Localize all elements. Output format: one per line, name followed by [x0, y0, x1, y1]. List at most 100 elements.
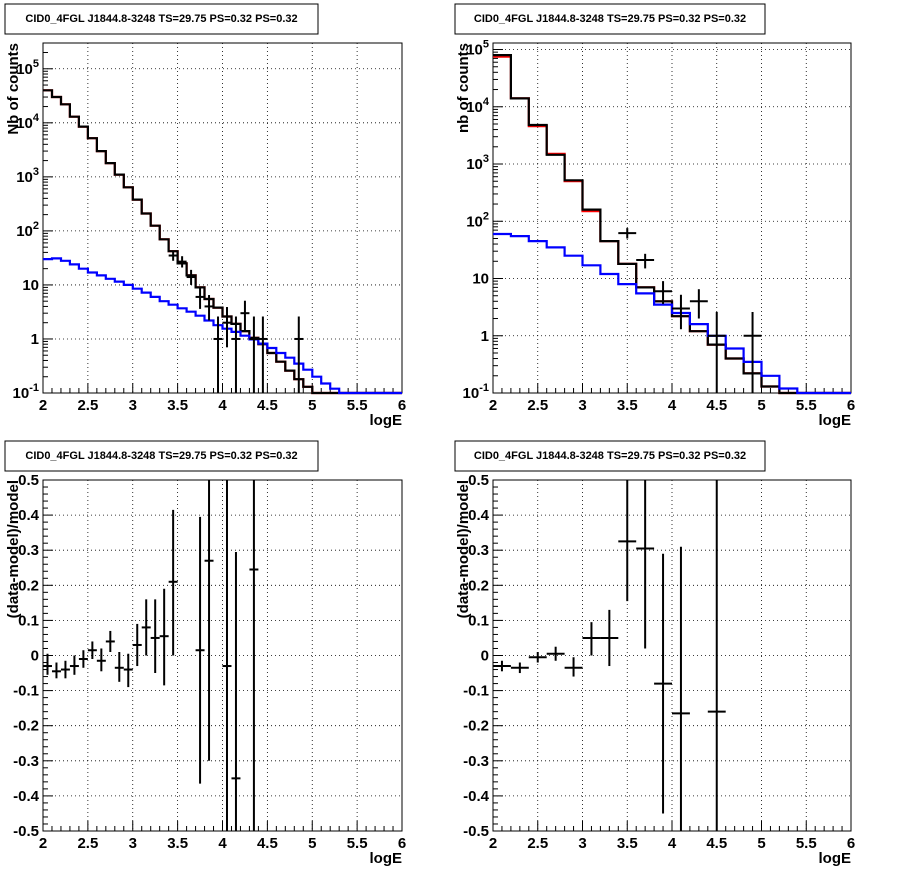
- x-tick-label: 2.5: [77, 397, 98, 414]
- x-tick-label: 5: [757, 835, 765, 852]
- data-point: [204, 480, 214, 761]
- data-point: [249, 316, 259, 393]
- data-point: [204, 295, 214, 321]
- title-box: [454, 440, 766, 472]
- data-point: [564, 657, 583, 677]
- y-tick-label: 1: [481, 328, 489, 345]
- data-point: [240, 300, 250, 332]
- x-tick-label: 4: [218, 397, 227, 414]
- y-tick-label: -0.3: [13, 753, 39, 770]
- data-point: [222, 307, 232, 348]
- chart-title: CID0_4FGL J1844.8-3248 TS=29.75 PS=0.32 …: [25, 13, 297, 25]
- data-point: [672, 546, 690, 831]
- data-point: [618, 480, 637, 602]
- x-axis-label: logE: [819, 850, 852, 867]
- y-axis-label: (data-model)/model: [5, 480, 22, 618]
- histogram-series-line: [493, 54, 851, 395]
- x-tick-label: 3: [129, 835, 137, 852]
- x-tick-label: 3.5: [167, 397, 188, 414]
- y-tick-exponent: 3: [33, 166, 39, 178]
- x-tick-label: 2: [39, 835, 47, 852]
- title-box: [4, 3, 319, 35]
- histogram-series-line: [493, 232, 851, 395]
- x-tick-label: 3.5: [167, 835, 188, 852]
- chart-panel-2: CID0_4FGL J1844.8-3248 TS=29.75 PS=0.32 …: [454, 3, 855, 429]
- data-point: [69, 655, 79, 675]
- y-tick-exponent: 5: [33, 58, 39, 70]
- x-tick-label: 4.5: [257, 835, 278, 852]
- y-tick-label: 0.3: [18, 542, 39, 559]
- data-point: [195, 287, 205, 309]
- x-tick-label: 6: [398, 835, 406, 852]
- chart-panel-3: CID0_4FGL J1844.8-3248 TS=29.75 PS=0.32 …: [4, 440, 406, 867]
- x-axis-label: logE: [370, 850, 403, 867]
- data-point: [78, 650, 88, 668]
- y-tick-label: 102: [16, 220, 39, 240]
- chart-panel-4: CID0_4FGL J1844.8-3248 TS=29.75 PS=0.32 …: [454, 440, 855, 867]
- x-tick-label: 4: [668, 835, 677, 852]
- data-point: [150, 599, 160, 674]
- x-tick-label: 5: [757, 397, 765, 414]
- data-point: [213, 316, 223, 393]
- chart-title: CID0_4FGL J1844.8-3248 TS=29.75 PS=0.32 …: [474, 450, 746, 462]
- data-point: [654, 553, 672, 814]
- x-tick-label: 5: [308, 397, 316, 414]
- y-tick-exponent: 2: [33, 220, 39, 232]
- y-tick-exponent: 5: [483, 39, 489, 51]
- y-tick-label: 0.4: [18, 507, 40, 524]
- data-point: [60, 660, 70, 679]
- y-tick-label: 0.2: [18, 577, 39, 594]
- data-point: [186, 269, 196, 285]
- y-tick-label: 0: [481, 648, 489, 665]
- title-box: [4, 440, 319, 472]
- x-tick-label: 3.5: [617, 835, 638, 852]
- x-tick-label: 2: [489, 835, 497, 852]
- y-tick-label: -0.2: [463, 718, 489, 735]
- chart-panel-1: CID0_4FGL J1844.8-3248 TS=29.75 PS=0.32 …: [4, 3, 406, 429]
- data-point: [159, 588, 169, 686]
- y-tick-exponent: -1: [479, 382, 489, 394]
- data-point: [654, 281, 672, 304]
- y-axis-label: nb of counts: [455, 43, 472, 133]
- x-tick-label: 2.5: [527, 397, 548, 414]
- y-tick-label: 103: [466, 153, 489, 173]
- data-point: [87, 641, 97, 660]
- x-tick-label: 4.5: [257, 397, 278, 414]
- data-point: [231, 551, 241, 831]
- data-point: [294, 316, 304, 393]
- y-tick-label: 102: [466, 210, 489, 230]
- data-point: [528, 651, 547, 663]
- y-tick-label: 0.1: [18, 612, 39, 629]
- y-tick-label: 0.4: [468, 507, 490, 524]
- data-point: [743, 311, 762, 393]
- x-tick-label: 2: [39, 397, 47, 414]
- y-tick-exponent: 3: [483, 153, 489, 165]
- y-tick-label: 103: [16, 166, 39, 186]
- x-tick-label: 4.5: [706, 835, 727, 852]
- data-point: [168, 509, 178, 656]
- x-tick-label: 6: [847, 397, 855, 414]
- y-tick-exponent: 4: [33, 112, 40, 124]
- data-point: [707, 480, 726, 831]
- x-tick-label: 5.5: [796, 397, 817, 414]
- x-tick-label: 2.5: [527, 835, 548, 852]
- y-tick-label: 10: [472, 271, 489, 288]
- chart-title: CID0_4FGL J1844.8-3248 TS=29.75 PS=0.32 …: [25, 450, 297, 462]
- x-tick-label: 2.5: [77, 835, 98, 852]
- y-tick-label: 0: [31, 648, 39, 665]
- y-tick-label: 0.2: [468, 577, 489, 594]
- data-point: [636, 480, 655, 649]
- y-tick-label: 0.5: [468, 472, 489, 489]
- y-tick-label: -0.5: [13, 823, 39, 840]
- y-axis-label: Nb of counts: [5, 43, 22, 135]
- y-tick-label: -0.1: [463, 683, 489, 700]
- data-point: [600, 609, 619, 667]
- data-point: [132, 623, 142, 667]
- data-point: [141, 599, 151, 656]
- data-point: [114, 651, 124, 682]
- x-tick-label: 3.5: [617, 397, 638, 414]
- x-tick-label: 4.5: [706, 397, 727, 414]
- x-tick-label: 2: [489, 397, 497, 414]
- data-point: [618, 228, 637, 239]
